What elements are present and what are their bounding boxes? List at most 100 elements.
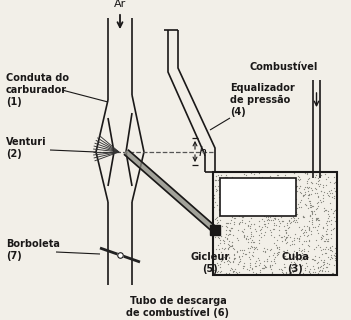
Point <box>253 196 258 202</box>
Point <box>284 211 290 216</box>
Point <box>265 180 270 185</box>
Point <box>226 197 232 202</box>
Point <box>291 236 296 241</box>
Point <box>321 205 326 210</box>
Point <box>217 218 223 223</box>
Point <box>316 200 321 205</box>
Point <box>282 227 288 232</box>
Point <box>324 260 330 266</box>
Point <box>237 256 243 261</box>
Point <box>289 203 294 208</box>
Point <box>216 219 221 224</box>
Point <box>274 173 279 178</box>
Point <box>325 236 331 241</box>
Text: Equalizador
de pressão
(4): Equalizador de pressão (4) <box>230 84 295 116</box>
Point <box>258 196 264 202</box>
Point <box>231 221 237 227</box>
Point <box>320 198 326 203</box>
Point <box>245 176 251 181</box>
Point <box>251 222 257 227</box>
Text: Ar: Ar <box>114 0 126 9</box>
Point <box>252 185 257 190</box>
Point <box>327 180 333 185</box>
Point <box>328 232 334 237</box>
Point <box>232 198 238 203</box>
Point <box>239 229 245 234</box>
Point <box>247 260 253 266</box>
Point <box>223 203 229 208</box>
Point <box>299 250 305 255</box>
Point <box>233 212 239 217</box>
Point <box>293 211 299 216</box>
Point <box>247 210 252 215</box>
Point <box>275 173 280 178</box>
Point <box>224 258 230 263</box>
Point <box>229 218 234 223</box>
Point <box>277 247 282 252</box>
Point <box>213 228 219 233</box>
Point <box>305 234 310 239</box>
Point <box>307 198 313 203</box>
Point <box>314 260 320 265</box>
Point <box>302 201 307 206</box>
Point <box>300 214 306 219</box>
Point <box>231 216 237 221</box>
Point <box>306 192 312 197</box>
Point <box>234 270 240 276</box>
Point <box>286 251 292 256</box>
Point <box>217 270 223 275</box>
Point <box>284 249 290 254</box>
Point <box>225 246 231 251</box>
Text: h: h <box>199 146 207 158</box>
Point <box>244 193 249 198</box>
Point <box>307 270 312 275</box>
Point <box>252 261 258 266</box>
Point <box>224 253 230 258</box>
Point <box>326 219 332 224</box>
Point <box>230 233 236 238</box>
Point <box>236 262 241 267</box>
Point <box>241 233 247 238</box>
Point <box>300 214 305 220</box>
Point <box>315 204 320 209</box>
Point <box>226 257 231 262</box>
Point <box>230 188 235 193</box>
Point <box>318 258 324 263</box>
Point <box>331 214 337 219</box>
Point <box>272 215 277 220</box>
Point <box>228 180 234 185</box>
Point <box>302 257 308 262</box>
Point <box>232 256 237 261</box>
Point <box>214 269 220 274</box>
Point <box>240 251 246 256</box>
Point <box>218 234 224 239</box>
Point <box>288 265 294 270</box>
Point <box>317 244 323 249</box>
Point <box>258 231 264 236</box>
Point <box>245 237 251 242</box>
Point <box>292 195 298 200</box>
Point <box>279 186 284 191</box>
Point <box>231 200 237 205</box>
Point <box>315 264 321 269</box>
Point <box>241 234 247 239</box>
Point <box>284 193 290 198</box>
Point <box>227 221 233 226</box>
Point <box>289 198 294 203</box>
Point <box>312 266 317 271</box>
Point <box>251 221 257 226</box>
Point <box>327 189 332 194</box>
Point <box>236 227 241 232</box>
Point <box>273 212 279 217</box>
Point <box>250 249 256 254</box>
Point <box>227 268 233 273</box>
Point <box>212 255 218 260</box>
Point <box>247 225 253 230</box>
Point <box>279 195 285 200</box>
Point <box>323 220 329 226</box>
Point <box>306 226 312 231</box>
Point <box>231 193 237 198</box>
Point <box>299 256 304 261</box>
Point <box>257 237 262 242</box>
Point <box>280 199 286 204</box>
